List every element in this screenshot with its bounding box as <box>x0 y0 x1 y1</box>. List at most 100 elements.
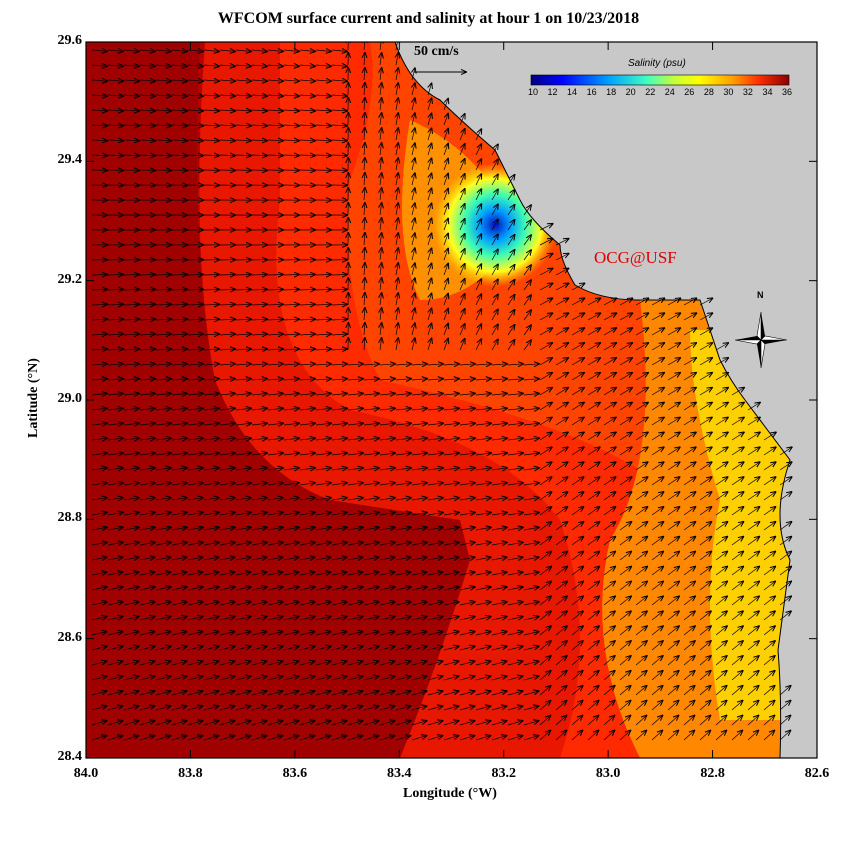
current-vector <box>587 403 600 411</box>
current-vector <box>603 447 616 456</box>
current-vector <box>251 319 267 320</box>
current-vector <box>235 468 251 470</box>
current-vector <box>235 155 251 156</box>
current-vector <box>427 408 443 410</box>
current-vector <box>651 313 664 321</box>
current-vector <box>139 155 155 156</box>
x-tick-label: 82.6 <box>804 766 830 781</box>
current-vector <box>91 95 107 96</box>
current-vector <box>203 453 219 455</box>
current-vector <box>235 289 251 290</box>
current-vector <box>412 98 415 111</box>
current-vector <box>91 80 107 81</box>
current-vector <box>443 174 448 186</box>
current-vector <box>412 158 415 171</box>
current-vector <box>395 438 411 440</box>
current-vector <box>267 319 283 320</box>
current-vector <box>475 453 491 455</box>
current-vector <box>475 219 481 231</box>
current-vector <box>267 423 283 425</box>
current-vector <box>651 358 664 366</box>
current-vector <box>651 418 664 426</box>
current-vector <box>299 65 315 66</box>
current-vector <box>203 275 219 276</box>
current-vector <box>107 453 123 455</box>
current-vector <box>364 263 365 276</box>
current-vector <box>411 394 427 396</box>
current-vector <box>299 110 315 111</box>
current-vector <box>523 394 539 396</box>
current-vector <box>555 358 568 366</box>
current-vector <box>123 155 139 156</box>
current-vector <box>459 309 465 321</box>
current-vector <box>267 349 283 350</box>
current-vector <box>475 309 481 321</box>
current-vector <box>235 408 251 410</box>
current-vector <box>459 129 465 141</box>
y-tick-label: 28.4 <box>57 749 83 764</box>
current-vector <box>555 447 568 456</box>
current-vector <box>603 298 616 306</box>
current-vector <box>763 447 776 456</box>
current-vector <box>123 80 139 81</box>
current-vector <box>91 423 107 425</box>
current-vector <box>507 175 515 186</box>
current-vector <box>91 275 107 276</box>
current-vector <box>587 298 600 306</box>
current-vector <box>747 403 760 411</box>
current-vector <box>347 423 363 425</box>
current-vector <box>139 289 155 290</box>
current-vector <box>396 53 398 66</box>
current-vector <box>139 319 155 320</box>
current-vector <box>299 423 315 425</box>
current-vector <box>491 310 498 321</box>
current-vector <box>763 432 776 441</box>
current-vector <box>155 453 171 455</box>
current-vector <box>107 125 123 126</box>
current-vector <box>571 447 584 456</box>
current-vector <box>475 129 481 141</box>
current-vector <box>123 364 139 365</box>
current-vector <box>315 155 331 156</box>
current-vector <box>364 128 365 141</box>
current-vector <box>715 343 728 351</box>
current-vector <box>219 65 235 66</box>
current-vector <box>235 275 251 276</box>
current-vector <box>123 95 139 96</box>
current-vector <box>443 309 448 321</box>
current-vector <box>203 65 219 66</box>
current-vector <box>443 234 448 246</box>
current-vector <box>651 447 664 456</box>
current-vector <box>459 408 475 410</box>
y-tick-label: 29.2 <box>57 271 83 287</box>
current-vector <box>443 249 448 261</box>
current-vector <box>123 140 139 141</box>
current-vector <box>171 438 187 440</box>
current-vector <box>555 269 568 276</box>
current-vector <box>587 373 600 381</box>
current-vector <box>412 83 415 96</box>
current-vector <box>363 438 379 440</box>
current-vector <box>380 233 382 246</box>
current-vector <box>507 310 515 321</box>
x-tick-label: 83.4 <box>387 766 412 781</box>
current-vector <box>380 128 382 141</box>
current-vector <box>396 218 398 231</box>
current-vector <box>315 125 331 126</box>
current-vector <box>619 373 632 381</box>
current-vector <box>428 234 432 246</box>
current-vector <box>459 468 475 470</box>
current-vector <box>443 189 448 201</box>
current-vector <box>171 50 187 51</box>
current-vector <box>283 289 299 290</box>
current-vector <box>459 438 475 440</box>
current-vector <box>475 408 491 410</box>
current-vector <box>107 304 123 305</box>
current-vector <box>251 289 267 290</box>
current-vector <box>491 280 498 291</box>
current-vector <box>491 190 498 201</box>
current-vector <box>235 125 251 126</box>
current-vector <box>219 110 235 111</box>
current-vector <box>715 447 728 456</box>
current-vector <box>283 349 299 350</box>
